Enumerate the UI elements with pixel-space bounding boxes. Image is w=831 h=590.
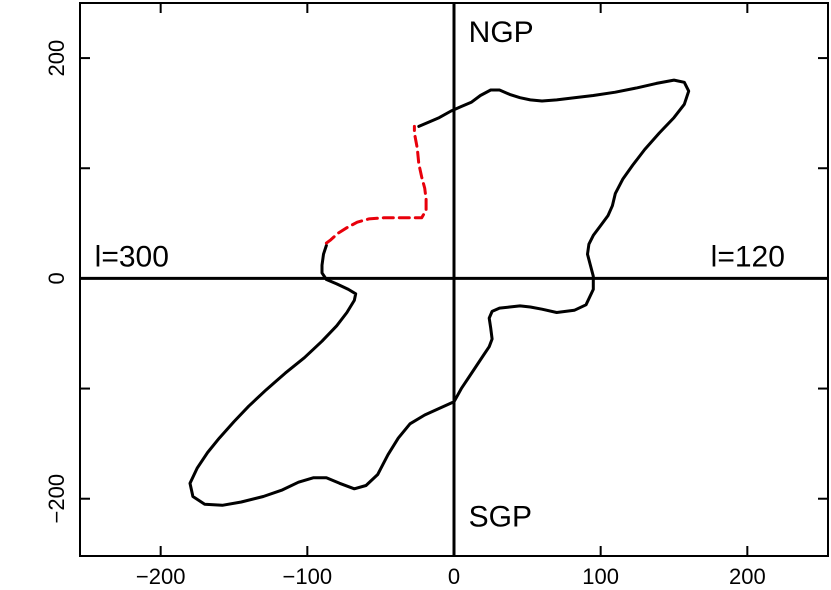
axes-layer: −200 −100 0 100 200 −200 0 200 [44, 3, 828, 589]
series-layer [188, 78, 691, 507]
x-tick-label: −100 [283, 564, 333, 589]
annotation-l-300: l=300 [95, 240, 169, 273]
series-solid-line [188, 78, 691, 507]
annotation-ngp: NGP [469, 16, 534, 49]
plot-frame [79, 2, 829, 557]
y-tick-label: 200 [44, 40, 69, 77]
annotation-sgp: SGP [469, 500, 532, 533]
x-tick-label: 0 [448, 564, 460, 589]
y-tick-label: 0 [44, 272, 69, 284]
x-tick-label: −200 [136, 564, 186, 589]
series-dashed-line [324, 124, 428, 245]
annotation-l-120: l=120 [711, 240, 785, 273]
annotation-layer: NGP SGP l=300 l=120 [95, 16, 785, 534]
x-tick-label: 100 [582, 564, 619, 589]
x-tick-label: 200 [729, 564, 766, 589]
y-tick-label: −200 [44, 474, 69, 524]
